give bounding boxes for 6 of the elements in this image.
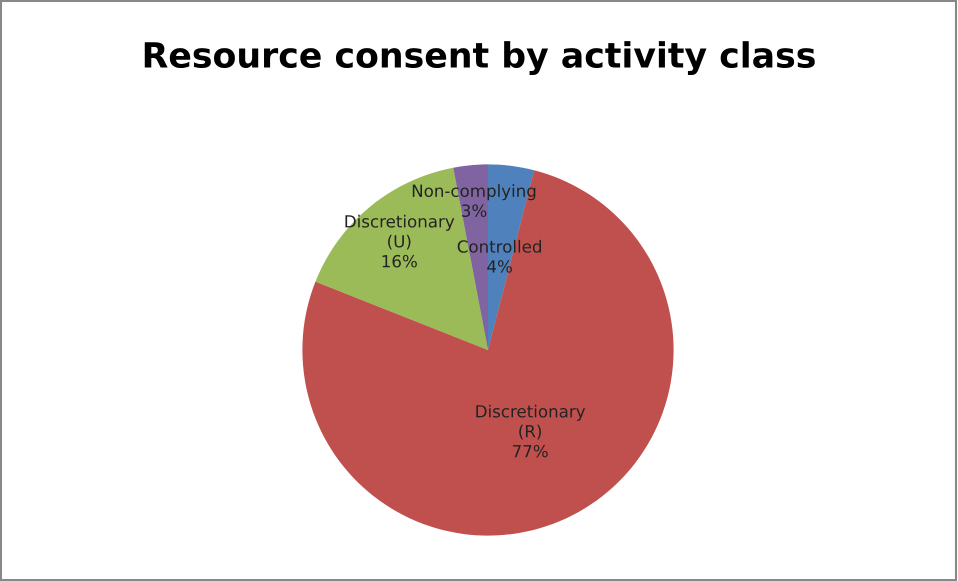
slice-label: Discretionary (R) xyxy=(476,404,586,440)
chart-title: Resource consent by activity class xyxy=(144,41,815,76)
pie-slice xyxy=(302,170,674,536)
data-label: 16% xyxy=(382,254,417,268)
data-label: 3% xyxy=(462,204,486,217)
data-label: 77% xyxy=(512,444,548,458)
